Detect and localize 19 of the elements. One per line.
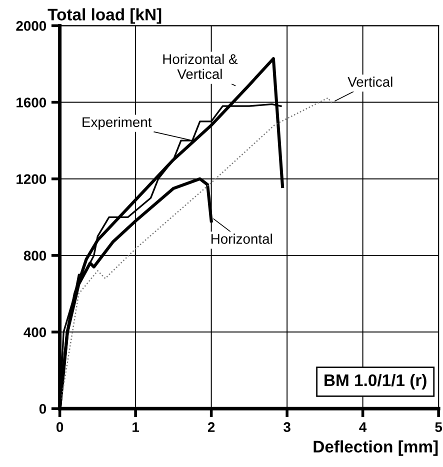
series-label: Vertical (348, 76, 392, 87)
legend-label: Horizontal (211, 234, 272, 244)
x-tick-label: 3 (284, 422, 290, 432)
annotation: BM 1.0/1/1 (r) (324, 374, 426, 390)
y-tick-label: 400 (24, 327, 46, 338)
x-tick-label: 0 (56, 422, 64, 432)
y-tick-label: 2000 (16, 21, 46, 31)
y-tick-label: 1600 (16, 98, 46, 108)
x-tick-label: 5 (435, 422, 442, 432)
y-tick-label: 1200 (16, 174, 46, 184)
series-label: Horizontal & Vertical (163, 54, 238, 80)
x-tick-label: 4 (359, 422, 367, 432)
y-tick-label: 0 (39, 404, 46, 414)
x-axis-title: Deflection [mm] (314, 440, 438, 456)
y-tick-label: 800 (24, 250, 46, 261)
x-tick-label: 2 (208, 422, 215, 432)
y-axis-title: Total load [kN] (48, 8, 162, 24)
x-tick-label: 1 (132, 422, 140, 432)
text: Experiment (82, 116, 152, 130)
